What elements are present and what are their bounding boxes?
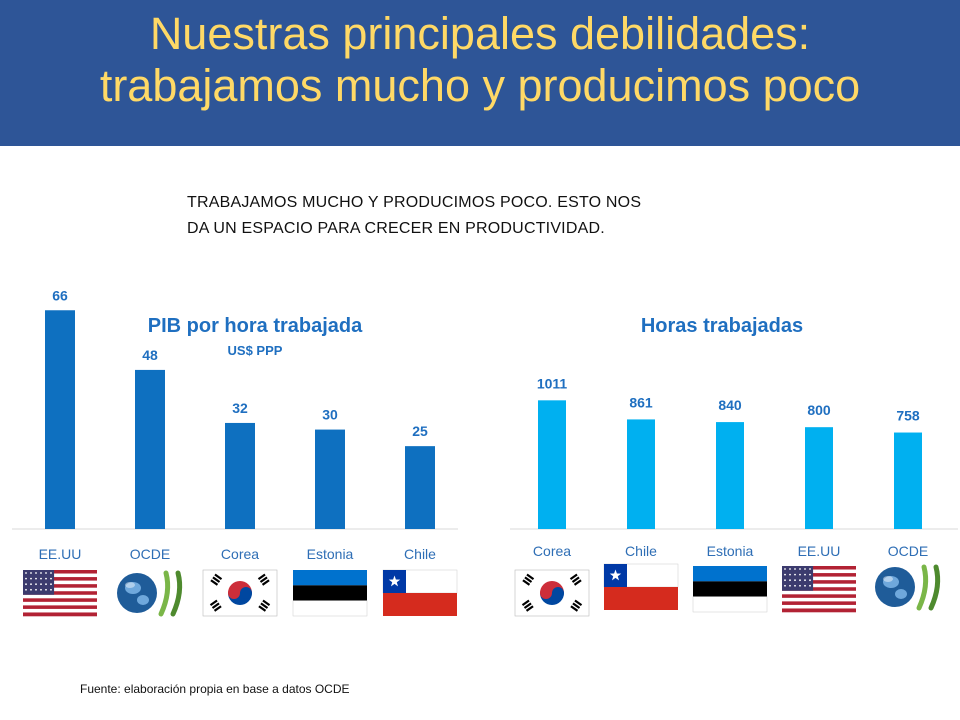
category-label: EE.UU — [798, 543, 841, 559]
intro-line-2: DA UN ESPACIO PARA CRECER EN PRODUCTIVID… — [187, 220, 605, 237]
data-label: 840 — [718, 397, 742, 413]
category-label: Corea — [221, 546, 259, 562]
bar — [627, 419, 655, 529]
chart-subtitle: US$ PPP — [228, 343, 283, 358]
hours-worked-chart: Horas trabajadas 1011 Corea 861 Chile 840 Esto… — [510, 315, 958, 617]
gdp-per-hour-chart: PIB por hora trabajada US$ PPP 66 EE.UU 48 OC… — [12, 287, 458, 617]
category-label: Corea — [533, 543, 571, 559]
intro-line-1: TRABAJAMOS MUCHO Y PRODUCIMOS POCO. ESTO… — [187, 194, 642, 211]
data-label: 1011 — [537, 375, 568, 391]
flag-estonia-icon — [292, 570, 368, 617]
title-line-1: Nuestras principales debilidades: — [149, 8, 811, 59]
bar — [225, 422, 255, 529]
bar — [315, 429, 345, 529]
bar — [538, 400, 566, 529]
data-label: 800 — [807, 402, 831, 418]
source-note: Fuente: elaboración propia en base a dat… — [80, 682, 350, 696]
data-label: 758 — [896, 408, 920, 424]
bar — [45, 310, 75, 529]
data-label: 30 — [322, 407, 338, 423]
data-label: 48 — [142, 347, 158, 363]
data-label: 66 — [52, 287, 68, 303]
bar — [405, 446, 435, 529]
category-label: EE.UU — [39, 546, 82, 562]
bar — [716, 422, 744, 529]
flag-usa-icon — [782, 566, 856, 613]
data-label: 32 — [232, 400, 248, 416]
category-label: OCDE — [888, 543, 928, 559]
title-line-2: trabajamos mucho y producimos poco — [99, 60, 861, 111]
flag-usa-icon — [23, 570, 97, 617]
oecd-logo-icon — [117, 570, 183, 617]
category-label: Estonia — [307, 546, 354, 562]
intro-text: TRABAJAMOS MUCHO Y PRODUCIMOS POCO. ESTO… — [187, 190, 787, 242]
flag-korea-icon — [202, 569, 278, 617]
flag-korea-icon — [514, 569, 590, 617]
category-label: Chile — [404, 546, 436, 562]
page-title: Nuestras principales debilidades: trabaj… — [0, 8, 960, 112]
category-label: Estonia — [707, 543, 754, 559]
data-label: 25 — [412, 423, 428, 439]
bar — [805, 427, 833, 529]
flag-chile-icon — [603, 563, 679, 610]
data-label: 861 — [629, 394, 653, 410]
flag-chile-icon — [382, 569, 458, 616]
bar — [894, 432, 922, 529]
flag-estonia-icon — [692, 566, 768, 613]
chart-title: PIB por hora trabajada — [148, 315, 363, 337]
category-label: OCDE — [130, 546, 170, 562]
bar — [135, 369, 165, 529]
oecd-logo-icon — [875, 564, 941, 611]
title-banner: Nuestras principales debilidades: trabaj… — [0, 0, 960, 146]
category-label: Chile — [625, 543, 657, 559]
chart-title: Horas trabajadas — [641, 315, 803, 337]
